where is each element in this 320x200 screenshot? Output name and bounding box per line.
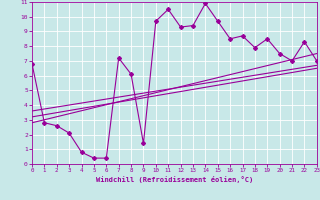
X-axis label: Windchill (Refroidissement éolien,°C): Windchill (Refroidissement éolien,°C): [96, 176, 253, 183]
